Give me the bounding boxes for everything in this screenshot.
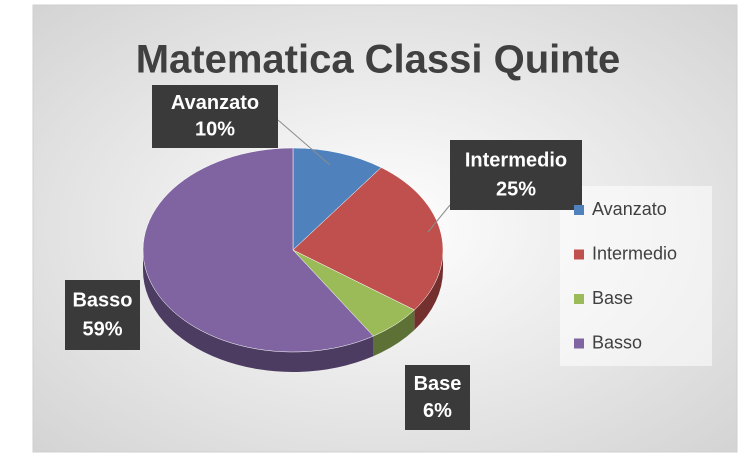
legend-swatch: [574, 338, 584, 349]
data-label-value: 6%: [423, 400, 452, 422]
data-label-box: [65, 280, 140, 350]
pie-slice-side: [414, 250, 443, 330]
legend-label: Basso: [592, 332, 642, 352]
data-label-category: Intermedio: [465, 149, 567, 171]
legend-label: Base: [592, 288, 633, 308]
data-label-box: [152, 85, 278, 148]
legend-label: Avanzato: [592, 199, 667, 219]
chart-title: Matematica Classi Quinte: [136, 38, 621, 82]
legend-swatch: [574, 294, 584, 304]
data-label-category: Base: [414, 373, 462, 395]
data-label-category: Avanzato: [171, 92, 259, 114]
pie-slice: [292, 147, 382, 251]
data-label-box: [450, 140, 582, 210]
data-label-value: 59%: [82, 319, 122, 341]
data-label-value: 25%: [496, 179, 536, 201]
pie-slice: [292, 167, 444, 311]
leader-line: [277, 119, 331, 166]
legend-swatch: [574, 249, 584, 260]
legend: [560, 186, 712, 366]
data-label-box: [405, 365, 470, 430]
leader-line: [427, 204, 451, 233]
pie-slice: [142, 147, 374, 353]
pie-slice-side: [373, 309, 415, 357]
data-label-value: 10%: [195, 119, 235, 141]
legend-swatch: [574, 205, 584, 215]
legend-label: Intermedio: [592, 243, 677, 263]
pie-slice-side: [143, 250, 374, 373]
data-label-category: Basso: [72, 289, 132, 311]
